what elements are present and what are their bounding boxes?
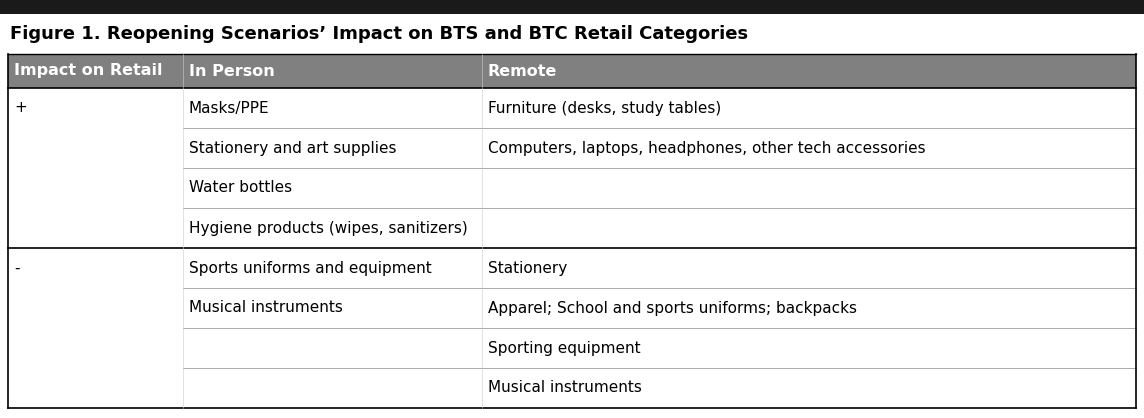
Text: Stationery: Stationery — [487, 260, 567, 275]
Text: Water bottles: Water bottles — [189, 181, 292, 196]
Bar — [0, 0, 1144, 14]
Text: In Person: In Person — [189, 64, 275, 79]
Text: Stationery and art supplies: Stationery and art supplies — [189, 140, 396, 155]
Text: Masks/PPE: Masks/PPE — [189, 100, 270, 115]
Text: -: - — [14, 260, 19, 275]
Text: +: + — [14, 100, 26, 115]
Text: Hygiene products (wipes, sanitizers): Hygiene products (wipes, sanitizers) — [189, 221, 468, 235]
Text: Computers, laptops, headphones, other tech accessories: Computers, laptops, headphones, other te… — [487, 140, 925, 155]
Text: Apparel; School and sports uniforms; backpacks: Apparel; School and sports uniforms; bac… — [487, 301, 857, 316]
Text: Musical instruments: Musical instruments — [189, 301, 343, 316]
Text: Sporting equipment: Sporting equipment — [487, 341, 641, 355]
Text: Furniture (desks, study tables): Furniture (desks, study tables) — [487, 100, 721, 115]
Text: Figure 1. Reopening Scenarios’ Impact on BTS and BTC Retail Categories: Figure 1. Reopening Scenarios’ Impact on… — [10, 25, 748, 43]
Text: Musical instruments: Musical instruments — [487, 380, 642, 395]
Bar — [8, 54, 1136, 88]
Text: Impact on Retail: Impact on Retail — [14, 64, 162, 79]
Text: Remote: Remote — [487, 64, 557, 79]
Text: Sports uniforms and equipment: Sports uniforms and equipment — [189, 260, 431, 275]
